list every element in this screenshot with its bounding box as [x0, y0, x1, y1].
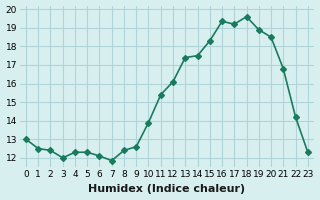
X-axis label: Humidex (Indice chaleur): Humidex (Indice chaleur): [88, 184, 245, 194]
